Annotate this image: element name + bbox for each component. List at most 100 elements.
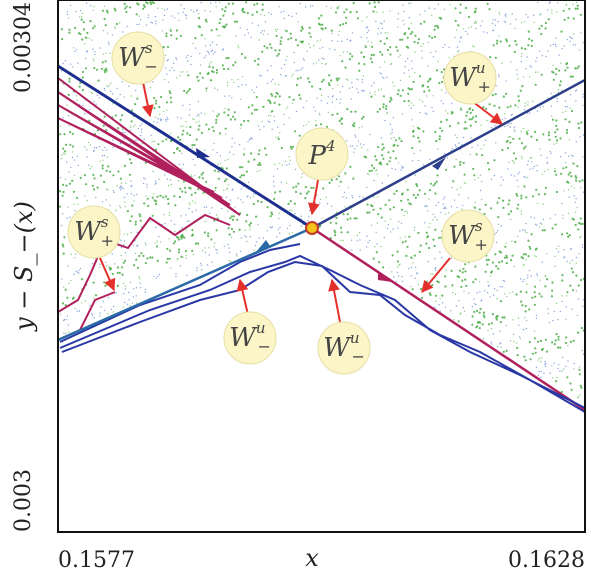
scatter-point xyxy=(62,117,63,118)
scatter-point xyxy=(99,264,100,265)
scatter-point xyxy=(90,20,92,22)
scatter-point xyxy=(167,179,168,180)
scatter-point xyxy=(201,269,202,270)
scatter-point xyxy=(110,91,111,92)
scatter-point xyxy=(267,70,268,71)
scatter-point xyxy=(253,249,254,250)
scatter-point xyxy=(338,5,339,6)
scatter-point xyxy=(97,186,99,188)
scatter-point xyxy=(331,33,332,34)
scatter-point xyxy=(407,199,409,201)
scatter-point xyxy=(514,51,516,53)
scatter-point xyxy=(550,45,551,46)
scatter-point xyxy=(274,191,276,193)
scatter-point xyxy=(536,318,537,319)
scatter-point xyxy=(229,260,230,261)
scatter-point xyxy=(259,75,260,76)
scatter-point xyxy=(445,208,446,209)
scatter-point xyxy=(186,15,187,16)
scatter-point xyxy=(538,293,540,295)
scatter-point xyxy=(231,146,232,147)
scatter-point xyxy=(567,39,568,40)
scatter-point xyxy=(561,301,562,302)
scatter-point xyxy=(157,196,159,198)
scatter-point xyxy=(402,241,404,243)
scatter-point xyxy=(116,23,118,25)
scatter-point xyxy=(193,11,194,12)
scatter-point xyxy=(456,159,457,160)
scatter-point xyxy=(531,161,532,162)
scatter-point xyxy=(320,27,322,29)
scatter-point xyxy=(495,85,496,86)
scatter-point xyxy=(414,51,415,52)
scatter-point xyxy=(351,240,352,241)
scatter-point xyxy=(181,227,182,228)
scatter-point xyxy=(233,215,235,217)
scatter-point xyxy=(185,214,186,215)
scatter-point xyxy=(571,155,572,156)
scatter-point xyxy=(580,14,582,16)
scatter-point xyxy=(392,254,394,256)
scatter-point xyxy=(334,234,336,236)
scatter-point xyxy=(343,11,345,13)
scatter-point xyxy=(295,39,297,41)
scatter-point xyxy=(415,174,416,175)
scatter-point xyxy=(536,170,537,171)
scatter-point xyxy=(401,39,403,41)
scatter-point xyxy=(76,100,77,101)
scatter-point xyxy=(68,125,69,126)
scatter-point xyxy=(265,21,266,22)
scatter-point xyxy=(62,302,64,304)
scatter-point xyxy=(62,245,64,247)
scatter-point xyxy=(198,101,199,102)
scatter-point xyxy=(491,179,492,180)
scatter-point xyxy=(420,244,422,246)
scatter-point xyxy=(236,254,237,255)
scatter-point xyxy=(520,278,521,279)
scatter-point xyxy=(136,303,137,304)
scatter-point xyxy=(123,188,124,189)
scatter-point xyxy=(90,5,91,6)
scatter-point xyxy=(260,32,261,33)
scatter-point xyxy=(358,127,359,128)
scatter-point xyxy=(470,154,471,155)
scatter-point xyxy=(480,148,481,149)
scatter-point xyxy=(392,228,393,229)
scatter-point xyxy=(455,20,457,22)
scatter-point xyxy=(536,367,537,368)
scatter-point xyxy=(209,213,210,214)
scatter-point xyxy=(420,288,422,290)
scatter-point xyxy=(509,142,511,144)
scatter-point xyxy=(62,213,63,214)
scatter-point xyxy=(379,51,381,53)
scatter-point xyxy=(124,260,126,262)
scatter-point xyxy=(75,271,76,272)
scatter-point xyxy=(572,309,573,310)
scatter-point xyxy=(205,221,206,222)
scatter-point xyxy=(400,140,402,142)
scatter-point xyxy=(390,231,391,232)
scatter-point xyxy=(561,274,563,276)
scatter-point xyxy=(74,159,75,160)
scatter-point xyxy=(368,30,369,31)
scatter-point xyxy=(418,128,420,130)
scatter-point xyxy=(104,155,105,156)
scatter-point xyxy=(233,82,234,83)
scatter-point xyxy=(295,191,297,193)
scatter-point xyxy=(109,84,110,85)
scatter-point xyxy=(525,223,526,224)
scatter-point xyxy=(136,287,137,288)
scatter-point xyxy=(403,100,405,102)
scatter-point xyxy=(249,229,250,230)
scatter-point xyxy=(165,138,167,140)
scatter-point xyxy=(421,46,422,47)
scatter-point xyxy=(381,88,382,89)
scatter-point xyxy=(68,332,69,333)
scatter-point xyxy=(69,217,70,218)
scatter-point xyxy=(100,306,101,307)
scatter-point xyxy=(104,18,106,20)
scatter-point xyxy=(402,281,403,282)
scatter-point xyxy=(498,12,499,13)
scatter-point xyxy=(419,99,420,100)
scatter-point xyxy=(170,267,171,268)
